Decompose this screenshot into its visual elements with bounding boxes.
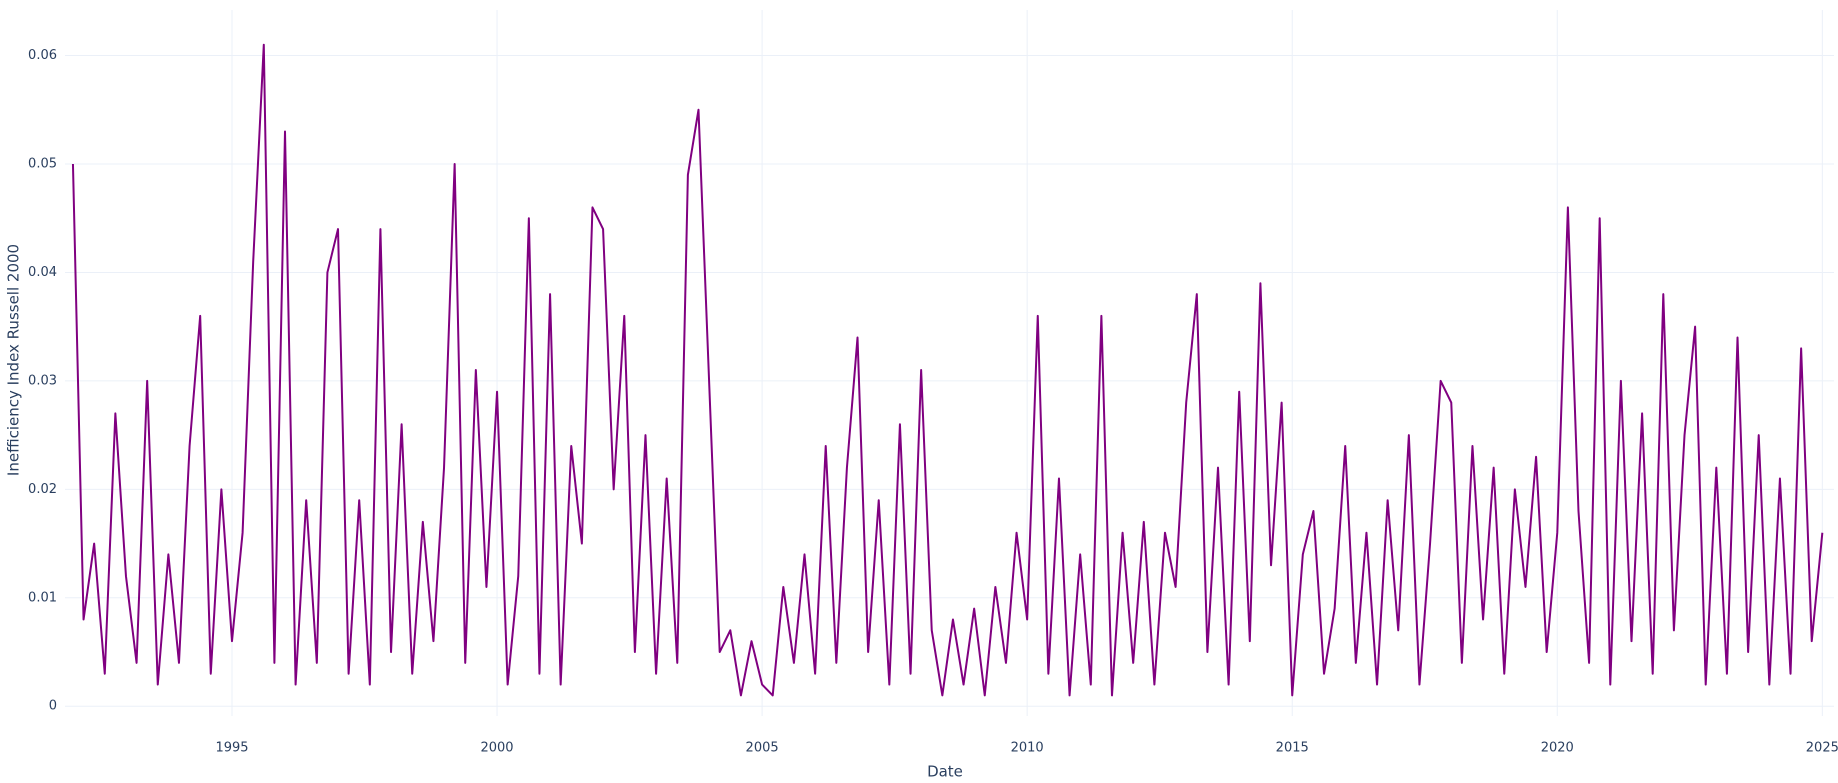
y-tick-label: 0.06 [28,48,57,63]
y-tick-label: 0.03 [28,373,57,388]
y-tick-label: 0.01 [28,590,57,605]
y-axis-title: Inefficiency Index Russell 2000 [5,244,23,476]
x-tick-label: 2005 [746,741,779,756]
x-tick-label: 1995 [215,741,248,756]
x-tick-label: 2010 [1011,741,1044,756]
y-tick-label: 0.02 [28,482,57,497]
y-tick-label: 0.04 [28,265,57,280]
x-tick-label: 2025 [1806,741,1838,756]
x-tick-label: 2015 [1276,741,1309,756]
x-tick-label: 2000 [480,741,513,756]
y-tick-label: 0.05 [28,156,57,171]
x-tick-label: 2020 [1541,741,1574,756]
x-axis-title: Date [927,763,963,781]
data-line [71,43,1824,697]
y-tick-label: 0 [49,699,57,714]
